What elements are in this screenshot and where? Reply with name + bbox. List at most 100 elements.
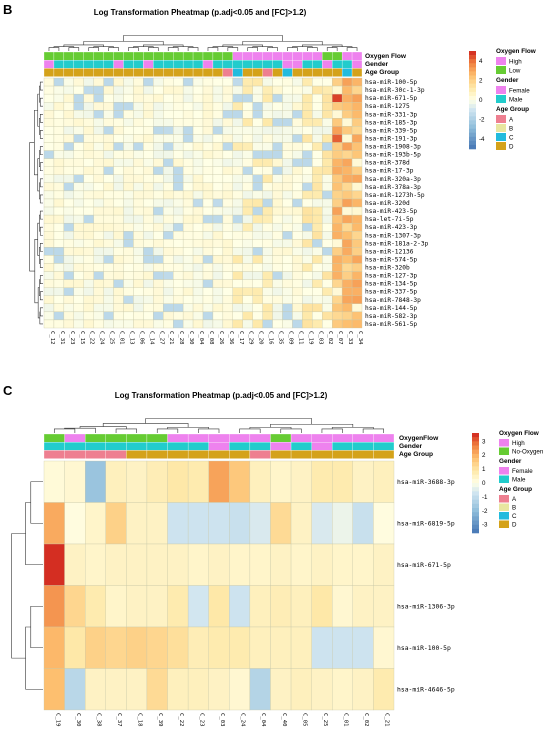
legend-label: Female xyxy=(509,88,530,95)
dendrogram-branch xyxy=(68,47,80,51)
heatmap-cell xyxy=(249,543,271,586)
heatmap-cell xyxy=(143,190,154,200)
column-label: C_35 xyxy=(278,331,284,344)
heatmap-cell xyxy=(341,271,353,280)
heatmap-cell xyxy=(192,134,204,143)
heatmap-cell xyxy=(249,668,271,711)
heatmap-cell xyxy=(43,142,55,151)
heatmap-cell xyxy=(351,77,363,87)
heatmap-cell xyxy=(83,102,94,111)
heatmap-cell xyxy=(272,222,283,232)
heatmap-cell xyxy=(43,626,65,669)
heatmap-cell xyxy=(341,93,353,103)
heatmap-cell xyxy=(182,255,194,264)
heatmap-cell xyxy=(242,182,253,192)
heatmap-cell xyxy=(43,231,55,240)
heatmap-cell xyxy=(113,198,124,208)
row-label: hsa-miR-7848-3p xyxy=(365,297,421,304)
heatmap-cell xyxy=(312,150,323,159)
heatmap-cell xyxy=(302,102,313,111)
heatmap-cell xyxy=(64,585,86,628)
heatmap-cell xyxy=(163,279,174,288)
heatmap-cell xyxy=(351,311,363,321)
annotation-cell-age xyxy=(341,68,353,77)
heatmap-cell xyxy=(64,460,86,503)
heatmap-cell xyxy=(242,118,253,127)
column-label: C_07 xyxy=(337,331,343,344)
heatmap-cell xyxy=(302,190,313,200)
heatmap-cell xyxy=(332,190,343,200)
heatmap-cell xyxy=(153,271,164,280)
dendrogram-branch xyxy=(249,427,292,429)
heatmap-cell xyxy=(232,166,243,175)
heatmap-cell xyxy=(93,190,104,200)
heatmap-cell xyxy=(43,158,55,167)
heatmap-cell xyxy=(282,287,293,296)
panel-b-heatmap-cells xyxy=(43,77,363,329)
heatmap-cell xyxy=(229,502,251,545)
heatmap-cell xyxy=(133,214,144,224)
heatmap-cell xyxy=(105,585,127,628)
heatmap-cell xyxy=(113,222,124,232)
legend-label: No-Oxygen xyxy=(512,449,544,456)
heatmap-cell xyxy=(272,255,283,264)
column-label: C_17 xyxy=(238,331,244,344)
heatmap-cell xyxy=(167,626,189,669)
heatmap-cell xyxy=(163,166,174,175)
heatmap-cell xyxy=(133,93,144,103)
heatmap-cell xyxy=(212,93,224,103)
legend-scale-segment xyxy=(469,100,476,105)
heatmap-cell xyxy=(232,77,243,87)
heatmap-cell xyxy=(202,174,214,184)
annotation-cell-age xyxy=(332,450,353,459)
heatmap-cell xyxy=(153,166,164,175)
row-label: hsa-miR-17-3p xyxy=(365,168,414,175)
heatmap-cell xyxy=(312,239,323,248)
heatmap-cell xyxy=(341,182,353,192)
heatmap-cell xyxy=(53,303,65,313)
heatmap-cell xyxy=(192,85,204,95)
heatmap-cell xyxy=(322,271,333,280)
heatmap-cell xyxy=(222,206,233,216)
heatmap-cell xyxy=(232,319,243,329)
heatmap-cell xyxy=(93,287,104,296)
dendrogram-branch xyxy=(198,428,220,433)
heatmap-cell xyxy=(222,158,233,167)
dendrogram-branch xyxy=(156,428,179,433)
row-label: hsa-miR-100-5p xyxy=(365,79,417,86)
heatmap-cell xyxy=(352,543,374,586)
heatmap-cell xyxy=(282,102,293,111)
legend-swatch xyxy=(496,124,506,132)
heatmap-cell xyxy=(192,319,204,329)
heatmap-cell xyxy=(212,158,224,167)
heatmap-cell xyxy=(53,190,65,200)
annotation-cell-gender xyxy=(143,60,154,69)
heatmap-cell xyxy=(332,271,343,280)
heatmap-cell xyxy=(282,142,293,151)
heatmap-cell xyxy=(332,118,343,127)
column-label: C_24 xyxy=(99,331,105,345)
legend-label: High xyxy=(512,440,525,447)
heatmap-cell xyxy=(192,222,204,232)
heatmap-cell xyxy=(252,206,263,216)
column-label: C_14 xyxy=(148,331,154,345)
row-label: hsa-miR-134-5p xyxy=(365,281,417,288)
dendrogram-branch xyxy=(148,47,159,51)
dendrogram-branch xyxy=(227,47,239,51)
dendrogram-branch xyxy=(53,46,75,48)
heatmap-cell xyxy=(262,158,273,167)
heatmap-cell xyxy=(222,271,233,280)
heatmap-cell xyxy=(63,174,74,184)
annotation-cell-oxygen xyxy=(123,51,134,61)
heatmap-cell xyxy=(290,626,312,669)
heatmap-cell xyxy=(103,287,114,296)
heatmap-cell xyxy=(222,319,233,329)
heatmap-cell xyxy=(43,150,55,159)
heatmap-cell xyxy=(103,110,114,119)
column-label: C_19 xyxy=(307,331,313,344)
legend-scale-segment xyxy=(472,516,479,521)
legend-scale-segment xyxy=(469,91,476,97)
heatmap-cell xyxy=(63,263,74,272)
heatmap-cell xyxy=(272,198,283,208)
heatmap-cell xyxy=(272,311,283,321)
